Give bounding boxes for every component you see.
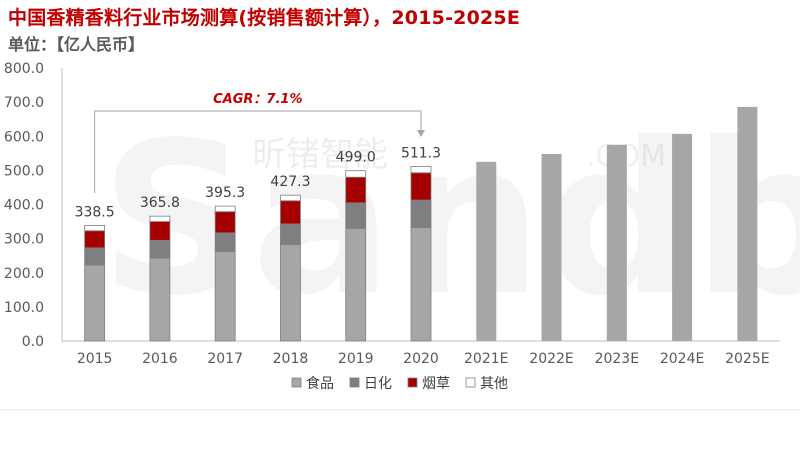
y-tick-label: 400.0 — [4, 198, 44, 214]
legend-label: 烟草 — [422, 376, 450, 392]
legend-label: 其他 — [480, 376, 508, 392]
bar-segment — [280, 200, 301, 225]
bar-segment — [84, 247, 106, 266]
x-tick-label: 2021E — [464, 351, 508, 367]
bar-segment — [345, 202, 367, 229]
x-tick-label: 2024E — [660, 351, 704, 367]
bar-segment — [345, 227, 367, 342]
bar-segment — [345, 176, 367, 204]
y-tick-label: 700.0 — [4, 95, 44, 111]
x-tick-label: 2020 — [403, 351, 439, 367]
bar-segment — [345, 170, 367, 178]
bar-segment — [149, 257, 171, 342]
y-tick-label: 800.0 — [4, 61, 44, 77]
bar-segment — [84, 225, 106, 232]
total-label: 365.8 — [140, 195, 180, 211]
bar-segment — [214, 232, 236, 252]
bar-segment — [280, 194, 301, 202]
watermark-main: Sandbol — [100, 97, 800, 342]
legend-label: 食品 — [306, 375, 334, 392]
x-tick-label: 2015 — [77, 351, 113, 367]
legend-label: 日化 — [364, 376, 392, 392]
bar-segment — [214, 251, 236, 342]
unit-label: 单位：【亿人民币】 — [8, 35, 145, 54]
bar-segment — [214, 211, 236, 234]
legend-swatch — [291, 377, 302, 388]
bar-segment — [84, 264, 106, 342]
forecast-bar — [541, 153, 562, 341]
axes: 0.0 100.0 200.0 300.0 400.0 500.0 600.0 700.0 80… — [4, 61, 780, 367]
x-tick-label: 2025E — [725, 351, 769, 367]
legend-swatch — [407, 377, 418, 388]
y-tick-label: 600.0 — [4, 129, 44, 145]
x-tick-label: 2022E — [529, 351, 573, 367]
total-label: 511.3 — [401, 146, 441, 162]
bar-segment — [214, 205, 236, 213]
x-tick-label: 2016 — [142, 351, 178, 367]
bar-segment — [410, 199, 432, 228]
bar-segment — [410, 226, 432, 342]
forecast-bar — [672, 133, 693, 341]
bar-segment — [149, 215, 171, 222]
x-tick-label: 2023E — [595, 351, 639, 367]
y-tick-label: 500.0 — [4, 163, 44, 179]
bar-segment — [280, 244, 301, 342]
y-tick-label: 200.0 — [4, 266, 44, 282]
bar-segment — [149, 239, 171, 259]
y-tick-label: 100.0 — [4, 300, 44, 316]
forecast-bar — [476, 161, 497, 341]
total-label: 338.5 — [75, 204, 115, 220]
cagr-arrow-icon — [417, 130, 425, 137]
bar-segment — [84, 230, 106, 249]
legend: 食品 日化 烟草 其他 — [291, 375, 508, 392]
total-label: 395.3 — [205, 185, 245, 201]
bar-segment — [280, 223, 301, 245]
watermark-cn: 昕锗智能 — [252, 135, 388, 175]
data-labels: 338.5 365.8 395.3 427.3 499.0 511.3 — [75, 146, 441, 221]
y-tick-label: 300.0 — [4, 232, 44, 248]
cagr-annotation: CAGR：7.1% — [94, 92, 425, 193]
x-tick-label: 2019 — [338, 351, 374, 367]
legend-swatch — [465, 377, 476, 388]
legend-swatch — [349, 377, 360, 388]
forecast-bar — [606, 144, 627, 341]
total-label: 427.3 — [270, 174, 310, 190]
forecast-bar — [737, 106, 758, 341]
x-tick-label: 2018 — [273, 351, 309, 367]
y-tick-label: 0.0 — [22, 334, 44, 350]
chart-title: 中国香精香料行业市场测算(按销售额计算），2015-2025E — [8, 7, 521, 29]
watermark: Sandbol昕锗智能.COM — [100, 97, 800, 342]
cagr-bracket — [94, 110, 422, 193]
bar-segment — [149, 221, 171, 241]
bars — [84, 106, 758, 342]
bar-segment — [410, 166, 432, 174]
total-label: 499.0 — [336, 150, 376, 166]
x-tick-label: 2017 — [207, 351, 243, 367]
cagr-label: CAGR：7.1% — [213, 92, 302, 107]
bar-segment — [410, 172, 432, 201]
